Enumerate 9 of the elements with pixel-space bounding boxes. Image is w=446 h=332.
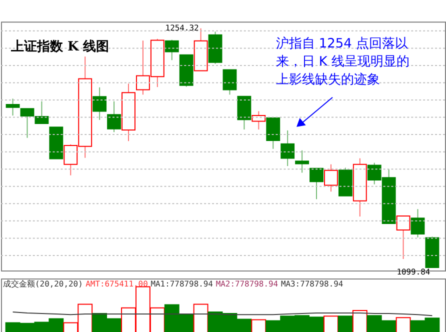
annotation: MA1:778798.94 xyxy=(150,279,214,288)
annotation: 沪指自 1254 点回落以来，日 K 线呈现明显的上影线缺失的迹象 xyxy=(276,36,410,88)
text: 上证指数 K 线图 xyxy=(10,40,110,55)
annotation: MA3:778798.94 xyxy=(280,279,344,288)
annotation: 1254.32 xyxy=(165,23,200,32)
annotation: 成交金额(20,20,20) xyxy=(2,279,83,288)
annotation: MA2:778798.94 xyxy=(216,279,278,288)
annotation: 1099.84 xyxy=(396,268,430,277)
annotation: AMT:675411.00 xyxy=(86,279,148,288)
